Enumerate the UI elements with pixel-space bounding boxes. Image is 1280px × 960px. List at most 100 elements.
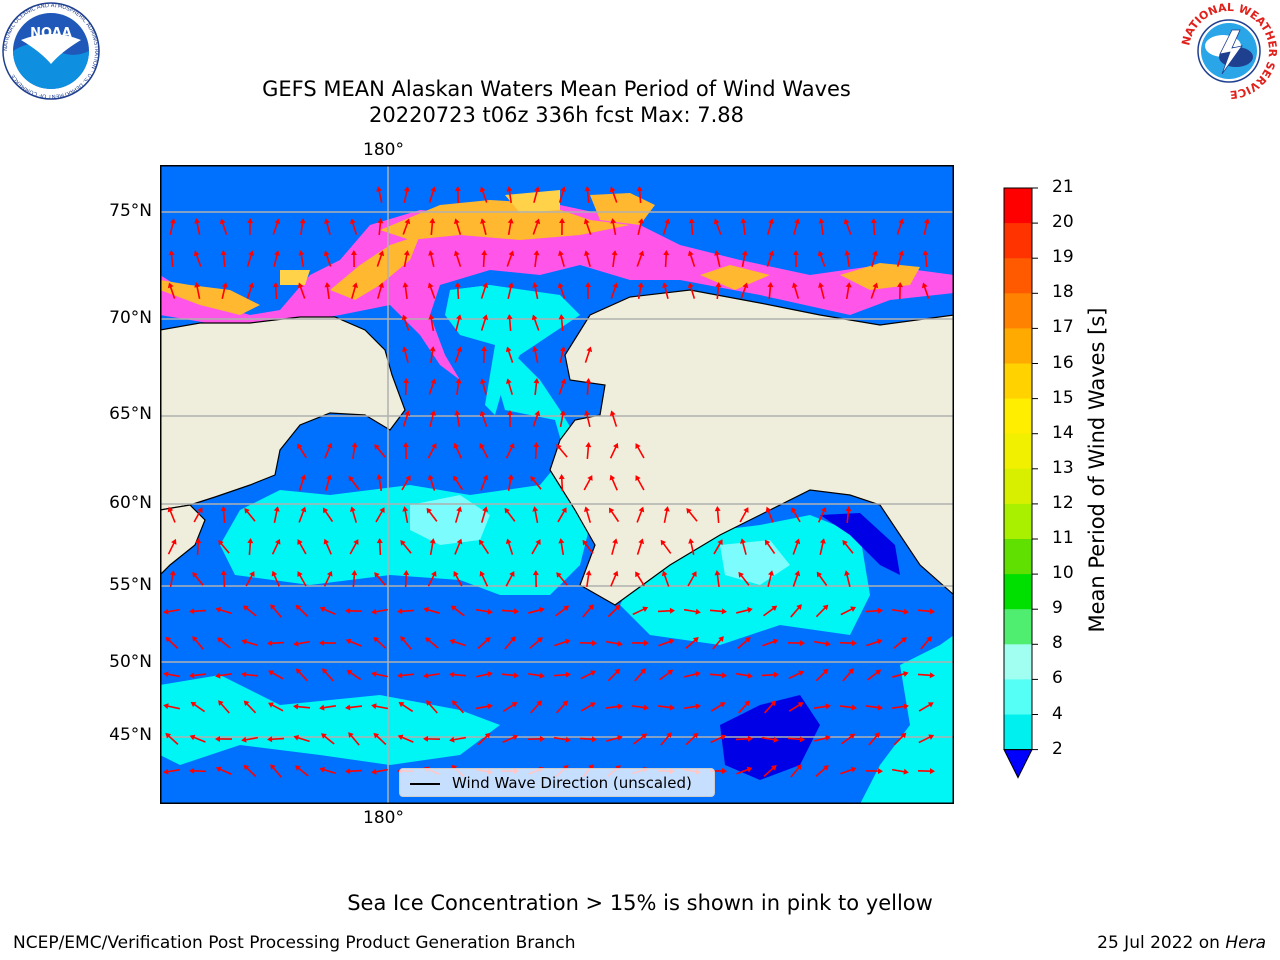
wave-direction-arrow (480, 506, 489, 523)
lat-label-45: 45°N (109, 725, 152, 745)
wave-direction-arrow (687, 282, 696, 299)
wave-direction-arrow (402, 282, 409, 300)
wave-direction-arrow (220, 570, 227, 588)
wave-direction-arrow (506, 186, 513, 204)
wave-direction-arrow (842, 539, 854, 554)
wave-direction-arrow (819, 538, 826, 555)
wave-direction-arrow (815, 668, 829, 682)
wave-direction-arrow (558, 474, 565, 492)
wave-direction-arrow (453, 218, 462, 235)
lat-label-60: 60°N (109, 493, 152, 513)
wave-direction-arrow (397, 672, 415, 679)
wave-direction-arrow (376, 538, 383, 556)
wave-direction-arrow (817, 250, 826, 267)
wave-direction-arrow (661, 570, 670, 587)
wave-direction-arrow (580, 702, 596, 712)
wave-direction-arrow (502, 702, 518, 713)
wave-direction-arrow (325, 474, 332, 491)
wave-direction-arrow (479, 539, 490, 555)
wave-direction-arrow (634, 668, 646, 682)
wave-direction-arrow (765, 506, 774, 523)
wave-direction-arrow (685, 637, 699, 649)
wave-direction-arrow (533, 442, 540, 460)
wave-direction-arrow (377, 218, 384, 236)
wave-direction-arrow (636, 538, 645, 555)
wave-direction-arrow (506, 250, 515, 267)
land-kamchatka-east (160, 504, 206, 576)
wave-direction-arrow (241, 671, 259, 678)
wave-direction-arrow (611, 250, 618, 268)
wave-direction-arrow (319, 704, 337, 711)
wave-field-deep-blue-coast (820, 513, 900, 575)
wave-direction-arrow (817, 506, 827, 523)
wave-direction-arrow (244, 508, 256, 522)
wave-direction-arrow (657, 704, 675, 711)
wave-direction-arrow (557, 282, 566, 299)
wave-direction-arrow (403, 570, 410, 588)
wave-direction-arrow (189, 608, 207, 615)
wave-direction-arrow (371, 768, 389, 775)
wave-direction-arrow (397, 608, 415, 615)
wave-direction-arrow (298, 474, 307, 491)
colorbar-tick-label: 9 (1052, 598, 1063, 619)
colorbar-tick-label: 10 (1052, 563, 1074, 584)
sea-ice-pink (160, 205, 954, 380)
colorbar-segment (1004, 503, 1032, 540)
wave-direction-arrow (428, 378, 437, 395)
wave-direction-arrow (583, 218, 592, 235)
wave-direction-arrow (818, 282, 825, 299)
wave-direction-arrow (558, 538, 565, 556)
wave-direction-arrow (345, 638, 362, 647)
wave-direction-arrow (585, 378, 592, 396)
wave-direction-arrow (555, 700, 569, 714)
lat-label-75: 75°N (109, 201, 152, 221)
wave-direction-arrow (423, 607, 440, 614)
wave-direction-arrow (871, 250, 878, 267)
wave-direction-arrow (843, 218, 852, 235)
lat-label-70: 70°N (109, 308, 152, 328)
wave-direction-arrow (813, 703, 831, 710)
wave-direction-arrow (454, 410, 461, 428)
wave-direction-arrow (376, 474, 383, 492)
colorbar-tick-label: 2 (1052, 738, 1063, 759)
wave-direction-arrow (403, 250, 410, 268)
wave-direction-arrow (454, 506, 463, 523)
wave-direction-arrow (865, 704, 883, 711)
wave-direction-arrow (763, 605, 778, 617)
colorbar (1003, 187, 1038, 779)
wave-direction-arrow (324, 282, 331, 300)
wave-direction-arrow (319, 766, 336, 775)
wave-direction-arrow (506, 410, 513, 428)
wave-direction-arrow (710, 734, 727, 744)
wave-direction-arrow (241, 736, 259, 743)
wave-direction-arrow (580, 670, 597, 680)
wave-direction-arrow (531, 539, 541, 555)
wave-direction-arrow (507, 474, 514, 492)
colorbar-tick-label: 17 (1052, 317, 1074, 338)
wave-direction-arrow (662, 218, 671, 235)
wave-direction-arrow (844, 570, 851, 587)
wave-direction-arrow (480, 218, 487, 235)
wave-direction-arrow (429, 218, 436, 236)
wave-direction-arrow (792, 250, 799, 268)
wave-direction-arrow (585, 282, 592, 300)
wave-direction-arrow (242, 605, 257, 617)
wave-direction-arrow (426, 700, 438, 714)
wave-direction-arrow (373, 636, 387, 650)
wave-direction-arrow (530, 700, 542, 714)
wave-direction-arrow (917, 768, 935, 775)
wave-direction-arrow (377, 282, 384, 299)
wave-direction-arrow (247, 218, 254, 236)
wave-direction-arrow (480, 314, 489, 331)
wave-direction-arrow (271, 570, 280, 587)
wave-direction-arrow (839, 704, 857, 711)
wave-direction-arrow (584, 346, 593, 363)
wave-direction-arrow (735, 672, 753, 679)
wave-direction-arrow (480, 474, 489, 491)
wave-direction-arrow (298, 506, 307, 523)
wave-direction-arrow (427, 474, 436, 491)
sea-ice-note: Sea Ice Concentration > 15% is shown in … (347, 891, 933, 915)
wave-direction-arrow (502, 734, 519, 743)
wave-direction-arrow (530, 476, 542, 490)
wave-direction-arrow (454, 346, 463, 363)
